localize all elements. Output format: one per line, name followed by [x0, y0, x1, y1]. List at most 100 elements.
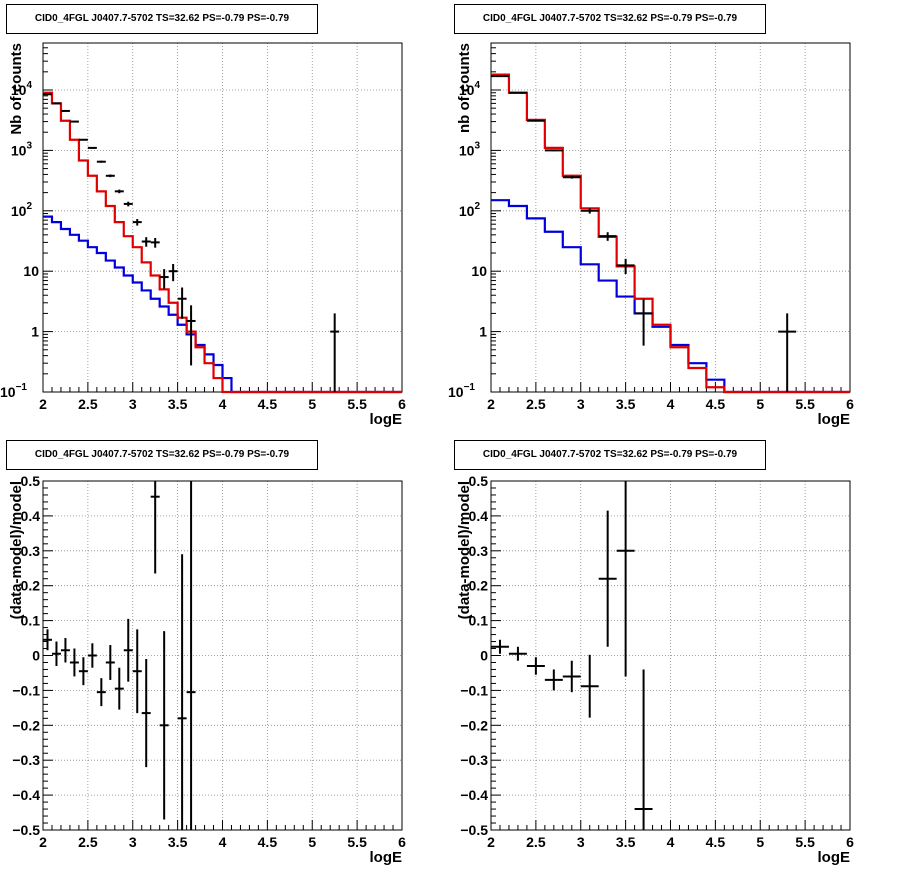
x-tick-label: 2	[487, 396, 495, 412]
residual-point	[562, 660, 581, 693]
residual-point	[87, 643, 97, 668]
x-tick-label: 5	[756, 396, 764, 412]
residual-point	[544, 669, 563, 691]
x-tick-label: 2	[39, 396, 47, 412]
x-axis-label: logE	[818, 849, 851, 866]
y-tick-label: −0.4	[12, 787, 40, 803]
y-tick-label: 0	[480, 648, 488, 664]
data-point	[60, 109, 70, 112]
residual-point	[69, 648, 79, 677]
data-point	[123, 201, 133, 207]
y-axis-label: (data-model)/model	[456, 481, 473, 619]
residual-point	[186, 481, 196, 830]
residual-point	[60, 638, 70, 663]
x-tick-label: 4	[219, 834, 227, 850]
x-tick-label: 4.5	[258, 396, 278, 412]
data-point	[168, 263, 178, 282]
y-tick-label: 0	[32, 648, 40, 664]
data-point	[526, 119, 545, 122]
y-tick-label: 103	[459, 140, 481, 158]
residual-point	[526, 657, 545, 675]
x-tick-label: 6	[846, 834, 854, 850]
data-point	[177, 287, 187, 319]
data-point	[150, 237, 160, 248]
x-tick-label: 6	[398, 834, 406, 850]
x-tick-label: 4.5	[706, 834, 726, 850]
x-tick-label: 3.5	[616, 396, 636, 412]
data-point	[132, 219, 142, 226]
data-point	[159, 269, 169, 289]
y-tick-label: 10	[471, 263, 487, 279]
x-tick-label: 5.5	[347, 396, 367, 412]
data-point	[186, 305, 196, 366]
x-tick-label: 4	[667, 834, 675, 850]
residual-point	[114, 667, 124, 710]
residual-point	[96, 678, 106, 707]
x-tick-label: 3	[577, 396, 585, 412]
y-tick-label: 103	[11, 140, 33, 158]
y-tick-label: 10−1	[448, 382, 475, 400]
data-point	[598, 232, 617, 241]
y-tick-label: 102	[11, 201, 33, 219]
x-tick-label: 2.5	[526, 396, 546, 412]
data-point	[330, 313, 340, 392]
y-tick-label: 10	[23, 263, 39, 279]
residual-point	[123, 618, 133, 682]
y-tick-label: −0.2	[460, 717, 488, 733]
residual-point	[598, 510, 617, 647]
total-model-histogram	[491, 73, 850, 394]
y-tick-label: 0.3	[21, 543, 41, 559]
total-model-histogram	[43, 91, 402, 394]
y-tick-label: 0.5	[21, 473, 41, 489]
x-tick-label: 2.5	[526, 834, 546, 850]
x-tick-label: 2.5	[78, 834, 98, 850]
x-tick-label: 3	[129, 834, 137, 850]
x-tick-label: 3.5	[168, 396, 188, 412]
x-tick-label: 6	[846, 396, 854, 412]
panel-title-bottom-left: CID0_4FGL J0407.7-5702 TS=32.62 PS=-0.79…	[6, 440, 318, 470]
x-axis-label: logE	[370, 849, 403, 866]
y-tick-label: −0.5	[12, 822, 40, 838]
grid	[490, 480, 851, 831]
data-point	[544, 149, 563, 152]
residual-point	[51, 641, 61, 666]
residual-point	[177, 554, 187, 830]
data-point	[616, 258, 635, 275]
panel-title-bottom-right: CID0_4FGL J0407.7-5702 TS=32.62 PS=-0.79…	[454, 440, 766, 470]
x-tick-label: 2	[39, 834, 47, 850]
data-point	[96, 160, 106, 163]
x-tick-label: 5	[308, 396, 316, 412]
x-tick-label: 5	[308, 834, 316, 850]
x-tick-label: 4.5	[258, 834, 278, 850]
data-point	[69, 120, 79, 123]
x-tick-label: 3	[577, 834, 585, 850]
y-tick-label: −0.5	[460, 822, 488, 838]
y-tick-label: 104	[11, 80, 33, 98]
y-tick-label: 1	[479, 324, 487, 340]
residual-point	[141, 658, 151, 768]
residual-point	[150, 481, 160, 574]
data-point	[580, 208, 599, 214]
residual-point	[159, 631, 169, 820]
y-tick-label: 10−1	[0, 382, 27, 400]
x-tick-label: 2	[487, 834, 495, 850]
data-point	[141, 237, 151, 247]
y-tick-label: −0.3	[460, 752, 488, 768]
residual-point	[580, 654, 599, 718]
residual-point	[616, 481, 635, 677]
data-point	[43, 93, 52, 96]
y-tick-label: 0.5	[469, 473, 489, 489]
y-tick-label: −0.3	[12, 752, 40, 768]
y-tick-label: 0.4	[469, 508, 489, 524]
y-tick-label: 104	[459, 80, 481, 98]
x-tick-label: 5.5	[795, 396, 815, 412]
y-tick-label: 1	[31, 324, 39, 340]
panel-title-top-right: CID0_4FGL J0407.7-5702 TS=32.62 PS=-0.79…	[454, 4, 766, 34]
y-axis-label: nb of counts	[456, 43, 473, 133]
x-tick-label: 4	[667, 396, 675, 412]
y-tick-label: 0.4	[21, 508, 41, 524]
